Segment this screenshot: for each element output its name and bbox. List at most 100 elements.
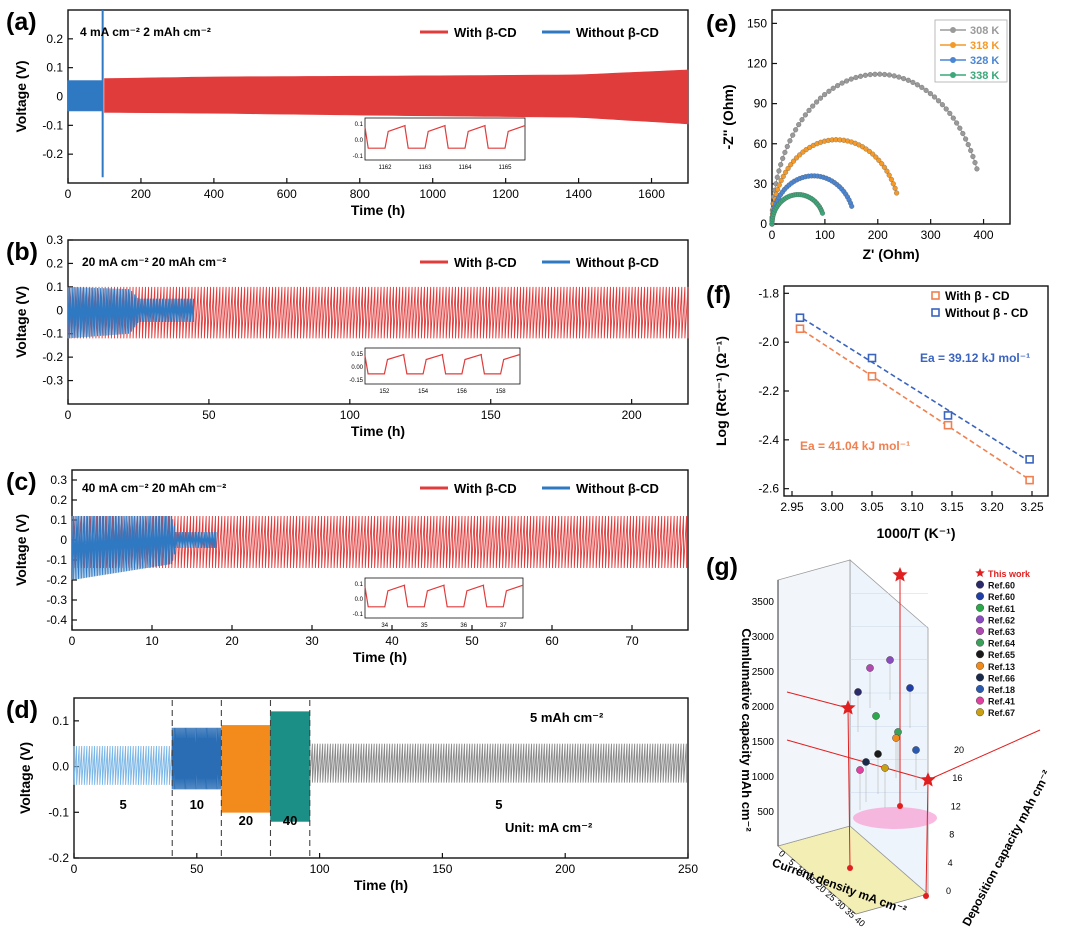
y-axis-label: Deposition capacity mAh cm⁻² [959,768,1053,928]
y-tick-label: 0 [760,217,767,231]
x-tick-label: 0 [69,634,76,648]
ref-sphere [856,766,864,774]
z-tick-label: 3000 [752,632,775,643]
y-tick-label: 0 [946,886,951,896]
nyquist-point [954,120,960,126]
y-tick-label: -0.3 [46,593,67,607]
legend-marker [976,685,985,694]
legend-marker [976,661,985,670]
panel-label-b: (b) [6,238,38,266]
panel-label-a: (a) [6,8,37,36]
data-point [943,420,953,430]
nyquist-point [817,95,824,101]
y-axis-label: Voltage (V) [13,286,29,358]
legend-label-with: With β-CD [454,25,517,40]
nyquist-point [790,158,797,164]
y-axis-label: Log (Rct⁻¹) (Ω⁻¹) [713,336,729,446]
without-bcd-trace [67,286,194,339]
z-tick-label: 3500 [752,597,775,608]
x-tick-label: 200 [868,228,888,242]
y-tick-label: 0 [56,303,63,317]
x-tick-label: 200 [622,408,642,422]
nyquist-point [810,103,816,109]
legend-label: Ref.60 [988,581,1015,591]
nyquist-point [866,148,872,154]
nyquist-point [793,155,800,161]
nyquist-point [867,72,873,78]
x-tick-label: 30 [833,898,847,912]
with-bcd-trace [104,69,689,125]
panel-label-f: (f) [706,281,731,309]
inset-x-tick-label: 156 [457,389,468,395]
legend-marker [931,291,940,300]
nyquist-point [960,130,966,137]
nyquist-point [894,190,900,196]
data-point [795,313,805,323]
ref-sphere [872,712,880,720]
y-tick-label: 0.1 [46,280,63,294]
nyquist-point [910,79,916,85]
inset-y-tick-label: -0.15 [349,378,363,384]
y-tick-label: 120 [747,57,767,71]
nyquist-point [884,168,890,174]
legend-marker [976,603,985,612]
inset-x-tick-label: 152 [379,389,390,395]
nyquist-point [853,74,859,81]
ref-sphere [892,734,900,742]
nyquist-point [858,73,864,79]
nyquist-point [886,72,892,78]
inset-x-tick-label: 37 [500,623,507,629]
x-axis-label: Time (h) [351,202,405,218]
x-tick-label: 50 [202,408,216,422]
nyquist-point [782,149,788,155]
x-tick-label: 600 [277,187,297,201]
x-tick-label: 400 [974,228,994,242]
x-tick-label: 0 [65,408,72,422]
legend-marker [976,696,985,705]
ref-sphere [886,656,894,664]
y-tick-label: 0.2 [46,32,63,46]
inset-y-tick-label: 0.00 [351,365,363,371]
this-work-star [892,567,908,582]
legend-label: Ref.13 [988,662,1015,672]
legend-marker [976,708,985,717]
x-tick-label: 70 [625,634,639,648]
nyquist-point [778,162,784,168]
legend-marker [950,27,956,33]
nyquist-point [879,161,885,167]
x-tick-label: 40 [385,634,399,648]
nyquist-point [873,154,879,160]
z-tick-label: 1500 [752,737,775,748]
nyquist-point [849,203,855,209]
x-tick-label: 1000 [419,187,446,201]
x-tick-label: 250 [678,862,698,876]
nyquist-point [876,157,882,163]
nyquist-point [947,110,953,116]
x-tick-label: 0 [777,848,787,859]
x-tick-label: 800 [350,187,370,201]
x-tick-label: 3.05 [860,500,884,514]
legend-label: 338 K [970,70,999,82]
x-tick-label: 35 [843,906,857,920]
inset-y-tick-label: -0.1 [353,154,364,160]
star-guide-line [786,691,849,709]
x-tick-label: 1600 [638,187,665,201]
condition-label: 20 mA cm⁻² 20 mAh cm⁻² [82,255,226,269]
x-tick-label: 20 [225,634,239,648]
x-tick-label: 400 [204,187,224,201]
nyquist-point [830,85,836,91]
inset-x-tick-label: 154 [418,389,429,395]
3d-back-wall-left [777,559,851,847]
legend-label-without: Without β-CD [576,255,659,270]
nyquist-point [839,80,845,86]
x-tick-label: 3.10 [900,500,924,514]
data-point [867,353,877,363]
legend-label: Ref.18 [988,685,1015,695]
legend-marker [976,638,985,647]
x-tick-label: 0 [769,228,776,242]
condition-label: 4 mA cm⁻² 2 mAh cm⁻² [80,25,211,39]
x-tick-label: 30 [305,634,319,648]
nyquist-point [780,173,786,179]
nyquist-point [919,84,925,90]
y-tick-label: 0.2 [46,256,63,270]
